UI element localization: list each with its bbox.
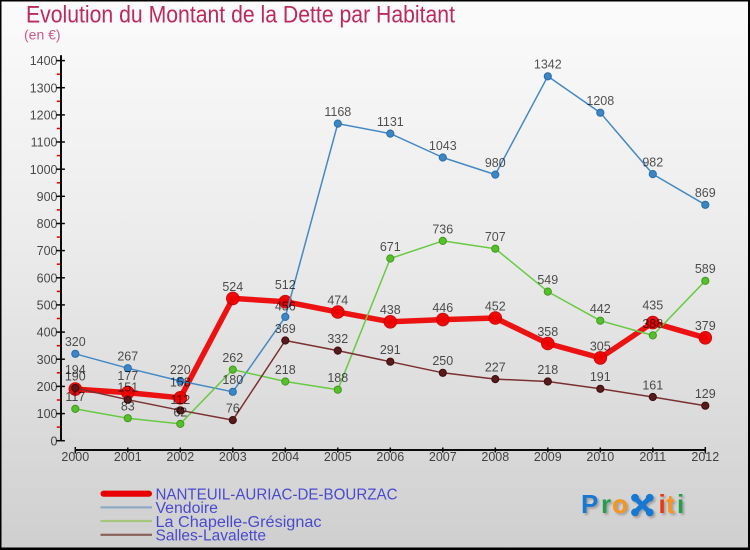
svg-text:1200: 1200: [30, 109, 58, 123]
svg-text:191: 191: [590, 370, 611, 384]
svg-text:900: 900: [37, 190, 58, 204]
svg-text:2003: 2003: [219, 450, 247, 464]
svg-text:671: 671: [380, 240, 401, 254]
svg-text:NANTEUIL-AURIAC-DE-BOURZAC: NANTEUIL-AURIAC-DE-BOURZAC: [156, 486, 398, 503]
svg-text:1131: 1131: [377, 115, 404, 129]
svg-text:549: 549: [537, 273, 558, 287]
svg-text:332: 332: [327, 332, 348, 346]
svg-text:369: 369: [275, 322, 296, 336]
svg-text:200: 200: [37, 380, 58, 394]
svg-text:1400: 1400: [30, 54, 58, 68]
svg-text:438: 438: [380, 303, 401, 317]
svg-text:177: 177: [117, 369, 138, 383]
svg-text:1300: 1300: [30, 81, 58, 95]
svg-text:112: 112: [170, 393, 190, 407]
svg-text:2006: 2006: [376, 450, 404, 464]
svg-text:300: 300: [37, 353, 58, 367]
svg-text:1043: 1043: [429, 139, 457, 153]
svg-text:250: 250: [432, 354, 453, 368]
svg-text:227: 227: [485, 361, 506, 375]
svg-text:190: 190: [65, 370, 86, 384]
svg-text:158: 158: [170, 376, 191, 390]
svg-text:1168: 1168: [324, 105, 351, 119]
svg-text:435: 435: [642, 299, 663, 313]
svg-text:2000: 2000: [61, 450, 89, 464]
svg-text:188: 188: [327, 371, 348, 385]
svg-text:1000: 1000: [30, 163, 58, 177]
svg-text:524: 524: [222, 280, 243, 294]
svg-text:Evolution du Montant de la Det: Evolution du Montant de la Dette par Hab…: [26, 2, 455, 29]
svg-text:151: 151: [117, 381, 138, 395]
svg-text:291: 291: [380, 343, 401, 357]
svg-text:589: 589: [695, 262, 716, 276]
svg-text:2008: 2008: [481, 450, 509, 464]
svg-text:220: 220: [170, 363, 191, 377]
svg-text:869: 869: [695, 186, 716, 200]
svg-text:1100: 1100: [31, 136, 58, 150]
svg-text:474: 474: [327, 293, 348, 307]
svg-text:267: 267: [117, 350, 138, 364]
svg-text:0: 0: [51, 434, 58, 448]
svg-text:2004: 2004: [271, 450, 299, 464]
svg-text:358: 358: [537, 325, 558, 339]
svg-text:2007: 2007: [429, 450, 457, 464]
svg-text:320: 320: [65, 335, 86, 349]
svg-text:707: 707: [485, 230, 506, 244]
svg-text:218: 218: [537, 363, 558, 377]
svg-text:1342: 1342: [534, 58, 562, 72]
svg-text:400: 400: [37, 326, 58, 340]
svg-text:800: 800: [37, 217, 58, 231]
svg-text:600: 600: [37, 271, 58, 285]
svg-text:2005: 2005: [324, 450, 352, 464]
svg-text:La Chapelle-Grésignac: La Chapelle-Grésignac: [156, 514, 322, 531]
svg-text:76: 76: [226, 402, 240, 416]
svg-text:1208: 1208: [586, 94, 614, 108]
svg-text:388: 388: [642, 317, 663, 331]
svg-text:379: 379: [695, 319, 716, 333]
svg-text:2009: 2009: [534, 450, 562, 464]
svg-text:194: 194: [65, 363, 86, 377]
svg-text:161: 161: [642, 378, 663, 392]
svg-text:980: 980: [485, 156, 506, 170]
svg-text:2011: 2011: [639, 450, 666, 464]
svg-text:500: 500: [37, 299, 58, 313]
svg-text:2010: 2010: [586, 450, 614, 464]
svg-text:i: i: [677, 489, 684, 519]
svg-text:512: 512: [275, 278, 296, 292]
svg-text:129: 129: [695, 387, 716, 401]
svg-text:700: 700: [37, 244, 58, 258]
svg-text:982: 982: [642, 156, 663, 170]
svg-text:117: 117: [65, 390, 85, 404]
svg-text:442: 442: [590, 302, 611, 316]
svg-text:2012: 2012: [691, 450, 719, 464]
svg-text:452: 452: [485, 299, 506, 313]
svg-text:446: 446: [432, 301, 453, 315]
svg-text:2001: 2001: [114, 450, 142, 464]
svg-text:100: 100: [37, 407, 58, 421]
svg-text:r: r: [601, 489, 611, 519]
svg-text:305: 305: [590, 339, 611, 353]
svg-text:(en €): (en €): [24, 27, 61, 43]
svg-text:Vendoire: Vendoire: [156, 500, 219, 517]
svg-text:736: 736: [432, 222, 453, 236]
svg-text:o: o: [612, 489, 628, 519]
svg-text:P: P: [581, 489, 598, 519]
svg-text:Salles-Lavalette: Salles-Lavalette: [156, 528, 267, 545]
svg-text:218: 218: [275, 363, 296, 377]
svg-text:83: 83: [121, 400, 135, 414]
svg-text:2002: 2002: [166, 450, 194, 464]
svg-text:t: t: [666, 489, 675, 519]
svg-text:62: 62: [173, 405, 187, 419]
svg-text:180: 180: [222, 373, 243, 387]
svg-text:456: 456: [275, 299, 296, 313]
svg-text:i: i: [659, 489, 666, 519]
svg-text:262: 262: [222, 351, 243, 365]
